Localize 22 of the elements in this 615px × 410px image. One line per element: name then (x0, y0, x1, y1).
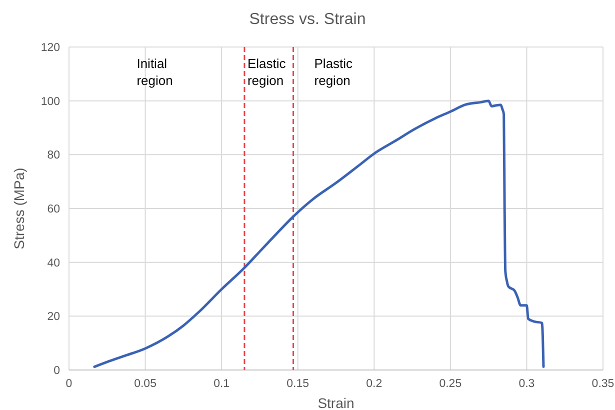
y-tick-label: 0 (54, 365, 60, 377)
annotation: Initial region (136, 56, 173, 88)
x-tick-label: 0 (66, 378, 72, 390)
y-tick-label: 20 (47, 311, 60, 324)
annotation: Plastic region (314, 56, 354, 88)
y-tick-label: 40 (47, 257, 60, 270)
x-tick-label: 0.35 (592, 378, 614, 390)
x-axis-title: Strain (318, 395, 354, 410)
y-tick-label: 100 (40, 96, 60, 108)
chart-title: Stress vs. Strain (249, 11, 366, 28)
x-tick-label: 0.3 (518, 378, 535, 390)
annotation: Elastic region (247, 56, 286, 88)
x-tick-label: 0.2 (366, 378, 382, 390)
y-tick-label: 80 (47, 150, 60, 162)
y-axis-title: Stress (MPa) (11, 168, 27, 250)
line-series (93, 100, 545, 368)
x-tick-label: 0.05 (134, 378, 156, 390)
x-tick-label: 0.1 (214, 378, 230, 390)
x-tick-label: 0.15 (286, 378, 310, 390)
x-tick-label: 0.25 (439, 378, 462, 390)
y-tick-label: 60 (47, 204, 60, 216)
y-tick-label: 120 (40, 42, 60, 54)
